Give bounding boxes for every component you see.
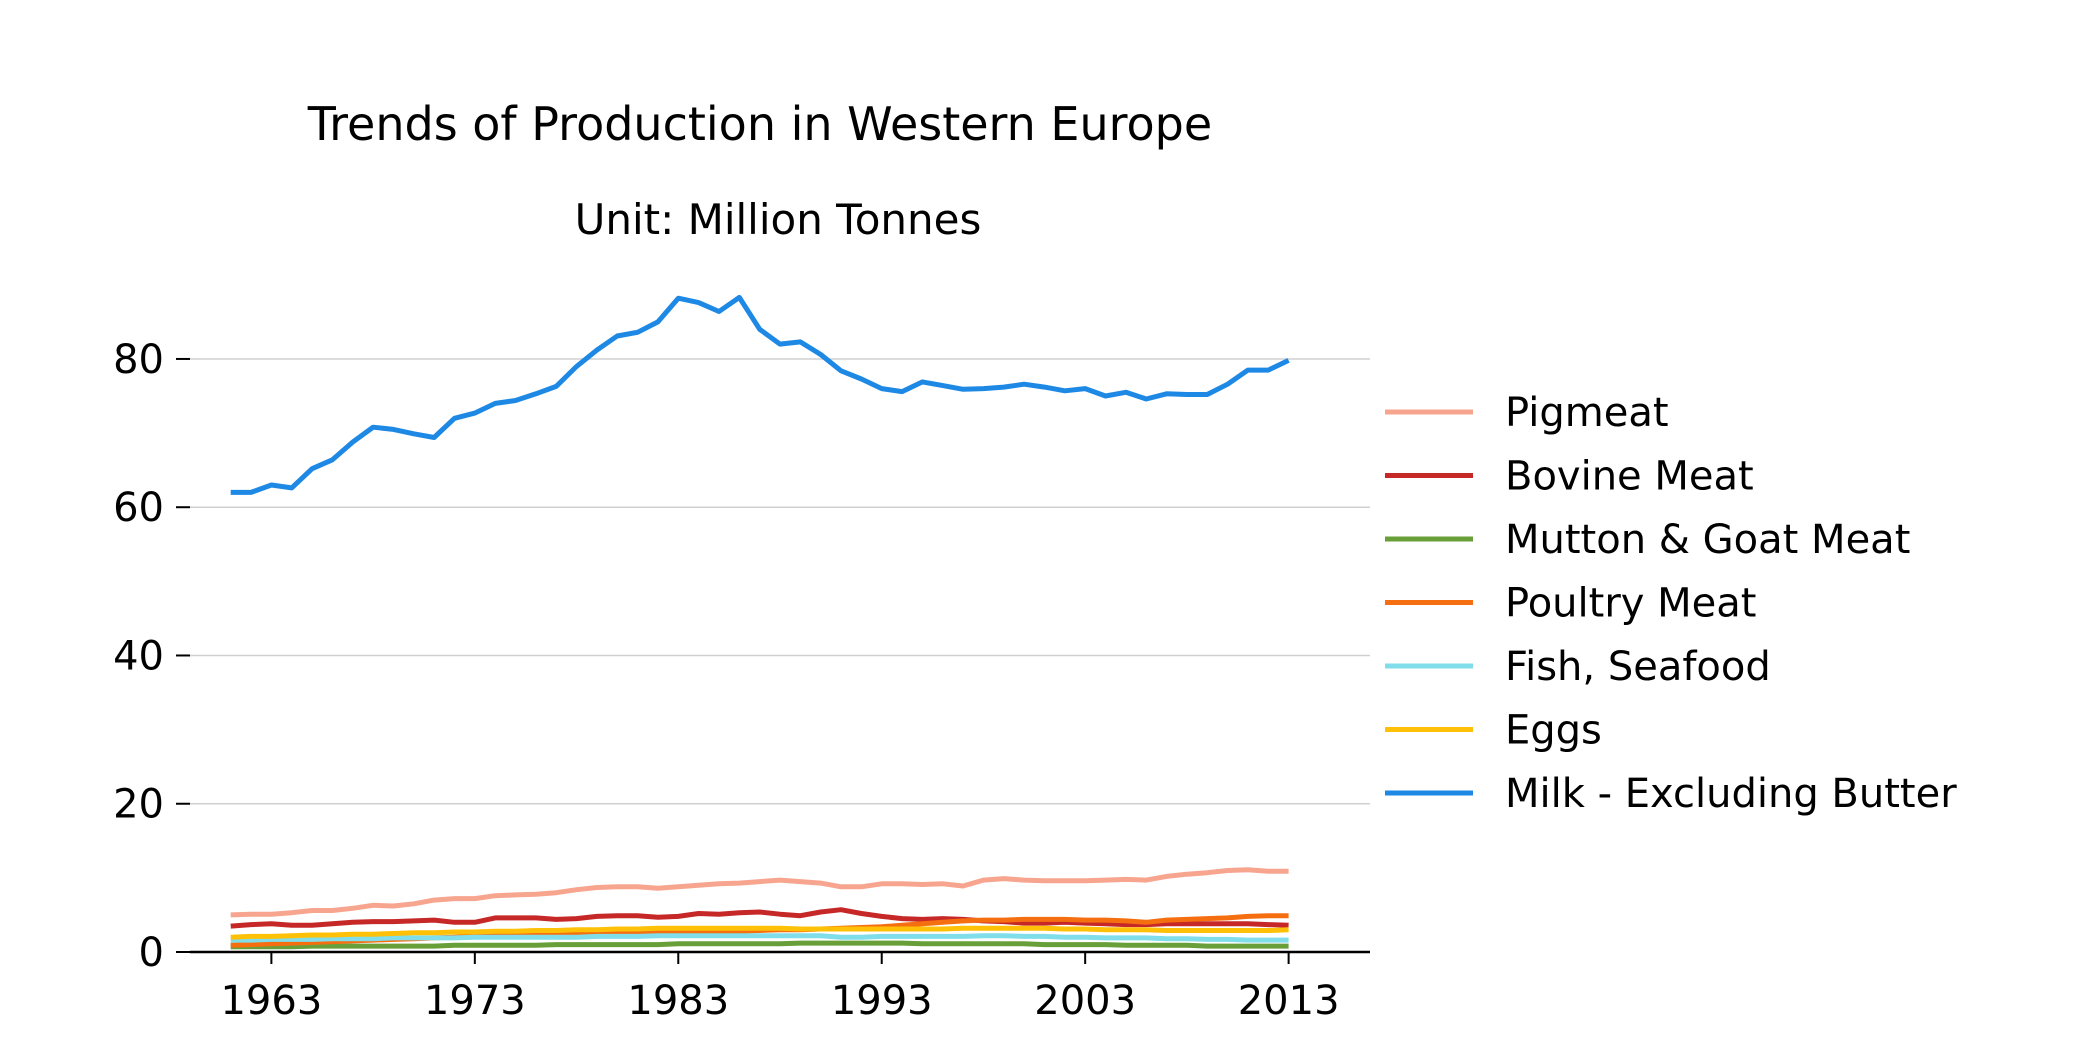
y-tick-label: 80	[113, 337, 164, 383]
legend-label-poultry-meat: Poultry Meat	[1505, 581, 1756, 627]
y-tick-label: 60	[113, 485, 164, 531]
legend-label-bovine-meat: Bovine Meat	[1505, 454, 1754, 500]
series-line-bovine-meat	[230, 907, 1289, 929]
series-line-mutton-goat-meat	[230, 940, 1289, 950]
x-tick-label: 1993	[831, 978, 933, 1024]
x-tick-label: 2003	[1034, 978, 1136, 1024]
legend-label-mutton-goat-meat: Mutton & Goat Meat	[1505, 517, 1910, 563]
legend: Pigmeat Bovine Meat Mutton & Goat Meat Poul…	[1385, 390, 1957, 817]
chart-title: Trends of Production in Western Europe	[307, 97, 1212, 151]
x-tick-label: 2013	[1238, 978, 1340, 1024]
series-line-eggs	[230, 925, 1289, 940]
legend-label-pigmeat: Pigmeat	[1505, 390, 1669, 436]
x-tick-label: 1973	[424, 978, 526, 1024]
legend-label-eggs: Eggs	[1505, 708, 1602, 754]
series-line-pigmeat	[230, 867, 1289, 918]
series-line-fish-seafood	[230, 933, 1289, 943]
legend-label-fish-seafood: Fish, Seafood	[1505, 644, 1771, 690]
y-tick-label: 0	[139, 930, 164, 976]
legend-label-milk-excluding-butter: Milk - Excluding Butter	[1505, 771, 1957, 817]
series-lines	[230, 294, 1290, 950]
y-tick-label: 20	[113, 782, 164, 828]
y-tick-label: 40	[113, 633, 164, 679]
series-line-milk-excluding-butter	[230, 294, 1290, 495]
x-tick-label: 1963	[220, 978, 322, 1024]
axes: 0 20 40 60 80 1963 1973 1983 1993 2003 2013	[113, 337, 1370, 1024]
chart-subtitle: Unit: Million Tonnes	[575, 195, 982, 244]
gridlines	[190, 358, 1370, 805]
x-tick-label: 1983	[627, 978, 729, 1024]
